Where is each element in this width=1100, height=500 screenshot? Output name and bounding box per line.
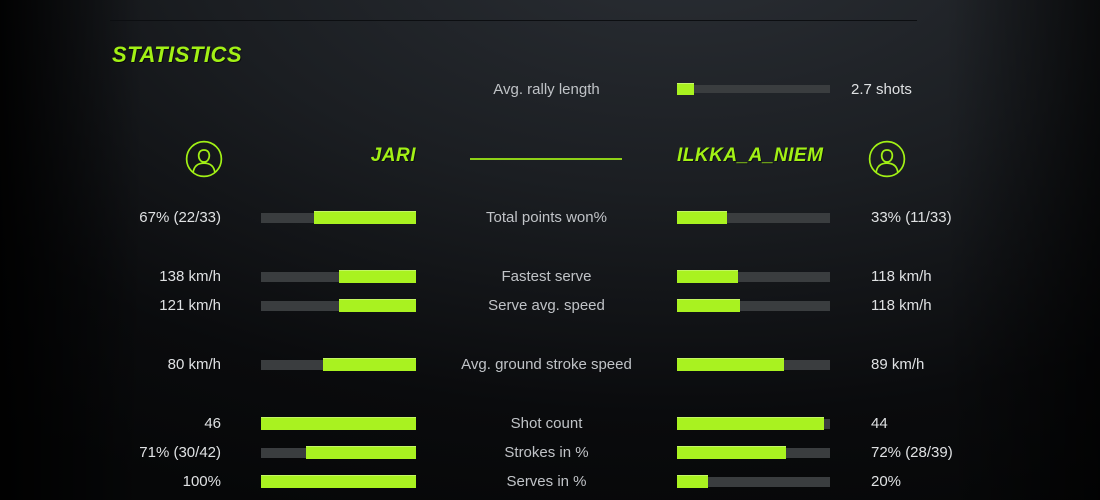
header-divider	[110, 20, 917, 21]
left-player-bar	[261, 358, 416, 371]
right-player-bar	[677, 417, 830, 430]
rally-length-value: 2.7 shots	[851, 81, 912, 98]
stat-label: Shot count	[510, 415, 583, 432]
right-player-bar-fill	[677, 475, 708, 488]
rally-length-bar-fill	[677, 83, 694, 95]
left-player-bar-fill	[323, 358, 416, 371]
left-player-name: JARI	[370, 145, 416, 166]
left-player-bar-fill	[338, 270, 416, 283]
right-player-bar	[677, 299, 830, 312]
stat-label: Fastest serve	[501, 268, 592, 285]
right-player-value: 20%	[871, 473, 902, 490]
left-player-bar	[261, 299, 416, 312]
left-player-bar	[261, 446, 416, 459]
left-player-value: 121 km/h	[159, 297, 221, 314]
left-player-bar	[261, 475, 416, 488]
right-player-value: 118 km/h	[871, 297, 932, 314]
right-player-bar	[677, 446, 830, 459]
right-player-bar-fill	[677, 417, 824, 430]
right-player-bar	[677, 475, 830, 488]
left-player-bar	[261, 417, 416, 430]
left-player-value: 80 km/h	[167, 356, 221, 373]
right-player-bar	[677, 211, 830, 224]
right-player-bar-fill	[677, 270, 739, 283]
stat-label: Serves in %	[506, 473, 587, 490]
left-player-value: 71% (30/42)	[139, 444, 221, 461]
left-player-bar	[261, 270, 416, 283]
right-player-bar	[677, 358, 830, 371]
left-player-bar-fill	[305, 446, 416, 459]
stat-row: 67% (22/33) Total points won% 33% (11/33…	[0, 203, 1100, 232]
player-names-divider	[470, 158, 622, 160]
left-player-bar-fill	[261, 475, 416, 488]
stat-row: 100% Serves in % 20%	[0, 467, 1100, 496]
right-player-value: 33% (11/33)	[871, 209, 952, 226]
stat-label: Total points won%	[486, 209, 607, 226]
right-player-value: 118 km/h	[871, 268, 932, 285]
stat-row: 46 Shot count 44	[0, 409, 1100, 438]
right-player-value: 44	[871, 415, 888, 432]
right-player-bar-fill	[677, 446, 786, 459]
left-player-avatar-icon	[185, 140, 223, 178]
left-player-bar	[261, 211, 416, 224]
right-player-bar	[677, 270, 830, 283]
stat-row: 138 km/h Fastest serve 118 km/h	[0, 262, 1100, 291]
left-player-value: 46	[204, 415, 221, 432]
right-player-value: 89 km/h	[871, 356, 925, 373]
stat-row: 80 km/h Avg. ground stroke speed 89 km/h	[0, 350, 1100, 379]
page-title: STATISTICS	[112, 42, 243, 67]
stat-row: 71% (30/42) Strokes in % 72% (28/39)	[0, 438, 1100, 467]
right-player-bar-fill	[677, 211, 728, 224]
left-player-bar-fill	[338, 299, 416, 312]
right-player-bar-fill	[677, 299, 740, 312]
left-player-bar-fill	[313, 211, 416, 224]
left-player-bar-fill	[261, 417, 416, 430]
left-player-value: 100%	[182, 473, 221, 490]
stat-label: Avg. ground stroke speed	[461, 356, 632, 373]
right-player-name: ILKKA_A_NIEM	[677, 145, 824, 166]
right-player-bar-fill	[677, 358, 785, 371]
left-player-value: 138 km/h	[159, 268, 221, 285]
stat-row: 121 km/h Serve avg. speed 118 km/h	[0, 291, 1100, 320]
stats-table: 67% (22/33) Total points won% 33% (11/33…	[0, 203, 1100, 496]
rally-length-label: Avg. rally length	[493, 81, 600, 98]
left-player-value: 67% (22/33)	[139, 209, 221, 226]
rally-length-bar	[677, 83, 830, 95]
stat-label: Strokes in %	[504, 444, 589, 461]
stat-label: Serve avg. speed	[488, 297, 605, 314]
right-player-value: 72% (28/39)	[871, 444, 953, 461]
right-player-avatar-icon	[868, 140, 906, 178]
